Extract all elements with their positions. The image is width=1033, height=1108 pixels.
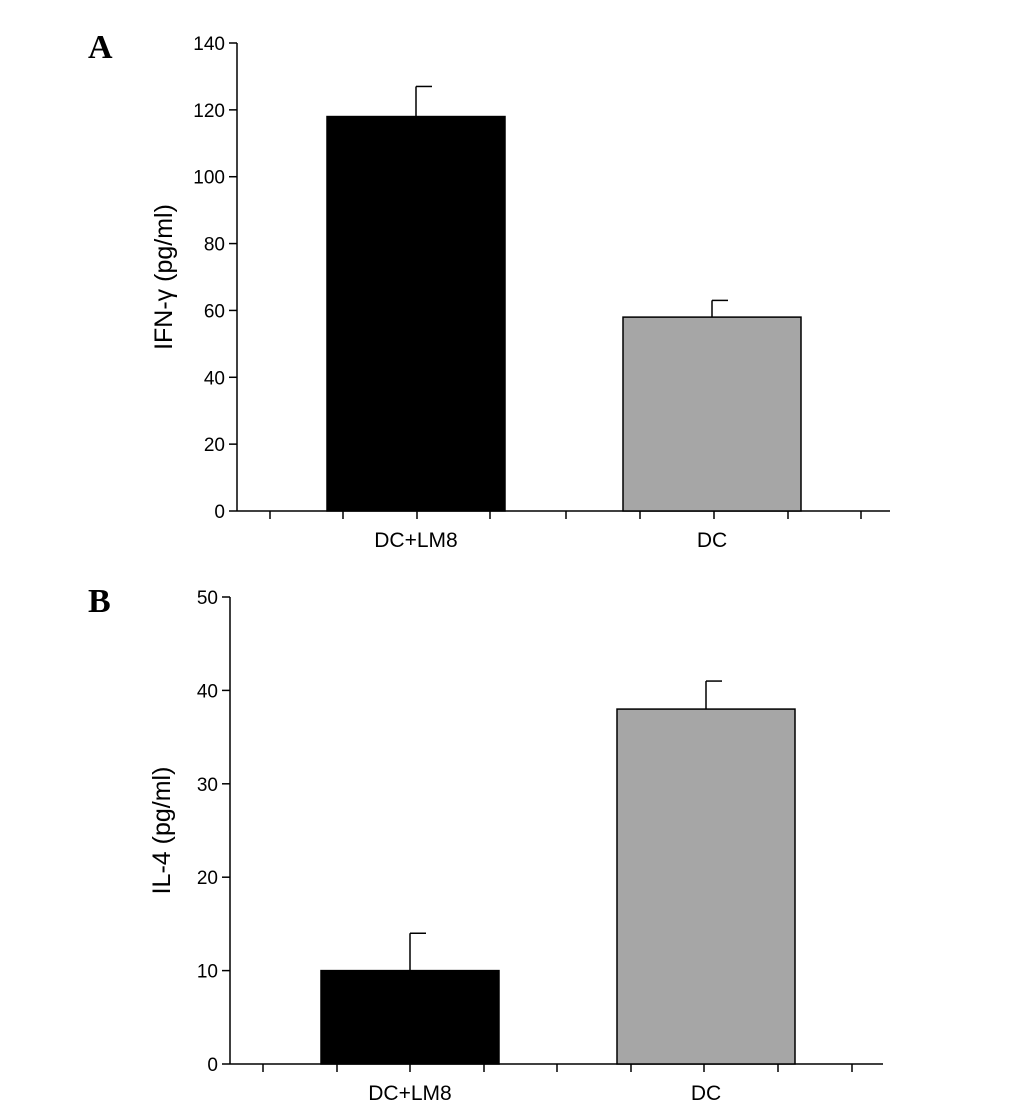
panel-a-y-tick-label: 20	[204, 435, 225, 456]
panel-a-y-axis-title: IFN-γ (pg/ml)	[150, 204, 178, 350]
panel-a-bar	[326, 115, 506, 512]
panel-b-letter: B	[88, 583, 111, 620]
panel-b-category-label: DC	[691, 1082, 721, 1105]
panel-a-y-tick-label: 100	[193, 168, 225, 189]
panel-a-y-tick-label: 80	[204, 235, 225, 256]
panel-b-bar	[320, 969, 500, 1065]
panel-a-category-label: DC+LM8	[374, 529, 457, 552]
panel-b-y-tick-label: 20	[197, 868, 218, 889]
panel-b-bar	[616, 708, 796, 1065]
panel-a-y-tick-label: 120	[193, 101, 225, 122]
panel-b-y-axis-title: IL-4 (pg/ml)	[148, 767, 176, 895]
panel-a-letter: A	[88, 29, 113, 66]
panel-a-bar	[622, 316, 802, 512]
panel-a-y-tick-label: 0	[214, 502, 225, 523]
panel-b-y-tick-label: 50	[197, 588, 218, 609]
panel-a-y-tick-label: 140	[193, 34, 225, 55]
panel-b-y-tick-label: 10	[197, 962, 218, 983]
panel-a-category-label: DC	[697, 529, 727, 552]
panel-b-category-label: DC+LM8	[368, 1082, 451, 1105]
panel-b-y-tick-label: 30	[197, 775, 218, 796]
panel-b-y-tick-label: 0	[207, 1055, 218, 1076]
panel-a-y-tick-label: 40	[204, 368, 225, 389]
panel-b-y-tick-label: 40	[197, 681, 218, 702]
panel-a-y-tick-label: 60	[204, 301, 225, 322]
